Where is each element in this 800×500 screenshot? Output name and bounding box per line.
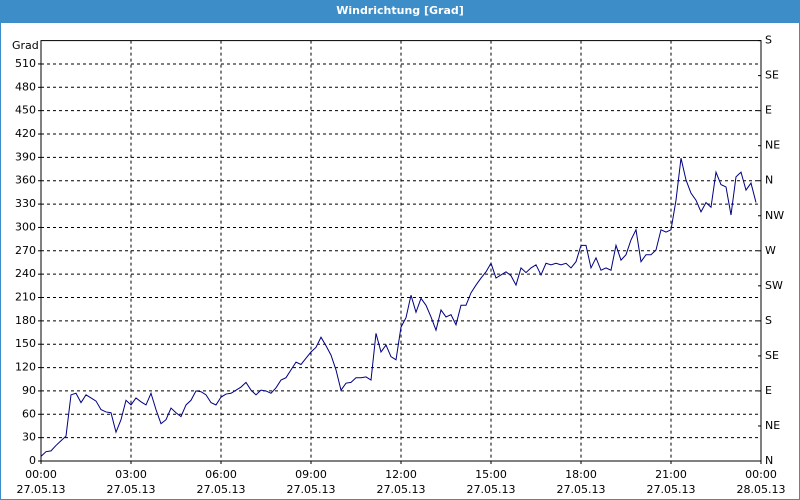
y2-tick-label: E — [765, 384, 772, 397]
y-tick-label: 30 — [22, 431, 36, 444]
x-tick-label: 00:00 — [745, 468, 777, 481]
y2-tick-label: NW — [765, 209, 784, 222]
x-tick-date: 28.05.13 — [737, 483, 786, 496]
y-tick-label: 180 — [15, 314, 36, 327]
y-tick-label: 420 — [15, 127, 36, 140]
x-tick-date: 27.05.13 — [377, 483, 426, 496]
y2-tick-label: S — [765, 314, 772, 327]
y-tick-label: 240 — [15, 267, 36, 280]
chart-title: Windrichtung [Grad] — [336, 4, 464, 17]
frame — [0, 22, 800, 500]
y-tick-label: 60 — [22, 407, 36, 420]
x-tick-label: 21:00 — [655, 468, 687, 481]
x-tick-date: 27.05.13 — [107, 483, 156, 496]
y-tick-label: 270 — [15, 244, 36, 257]
y-tick-label: 90 — [22, 384, 36, 397]
y-tick-label: 510 — [15, 57, 36, 70]
y-axis-label: Grad — [12, 39, 39, 52]
x-tick-label: 12:00 — [385, 468, 417, 481]
x-tick-date: 27.05.13 — [287, 483, 336, 496]
y-tick-label: 450 — [15, 104, 36, 117]
y-tick-label: 120 — [15, 361, 36, 374]
x-tick-label: 06:00 — [205, 468, 237, 481]
x-tick-label: 03:00 — [115, 468, 147, 481]
x-tick-date: 27.05.13 — [197, 483, 246, 496]
y-tick-label: 210 — [15, 291, 36, 304]
x-tick-label: 09:00 — [295, 468, 327, 481]
x-tick-date: 27.05.13 — [557, 483, 606, 496]
x-tick-label: 18:00 — [565, 468, 597, 481]
y-tick-label: 300 — [15, 220, 36, 233]
x-tick-label: 15:00 — [475, 468, 507, 481]
y2-tick-label: SW — [765, 279, 783, 292]
y2-tick-label: NE — [765, 139, 780, 152]
x-tick-date: 27.05.13 — [647, 483, 696, 496]
y2-tick-label: SE — [765, 69, 779, 82]
y2-tick-label: NE — [765, 419, 780, 432]
y-tick-label: 150 — [15, 337, 36, 350]
y-tick-label: 390 — [15, 150, 36, 163]
y2-tick-label: W — [765, 244, 776, 257]
x-tick-date: 27.05.13 — [467, 483, 516, 496]
y2-tick-label: S — [765, 34, 772, 47]
y2-tick-label: E — [765, 104, 772, 117]
y2-tick-label: N — [765, 454, 773, 467]
title-bar — [0, 0, 800, 22]
y2-tick-label: N — [765, 174, 773, 187]
y-tick-label: 360 — [15, 174, 36, 187]
y-tick-label: 480 — [15, 80, 36, 93]
y-tick-label: 0 — [29, 454, 36, 467]
x-tick-date: 27.05.13 — [17, 483, 66, 496]
y-tick-label: 330 — [15, 197, 36, 210]
data-line — [40, 158, 757, 457]
x-tick-label: 00:00 — [25, 468, 57, 481]
y2-tick-label: SE — [765, 349, 779, 362]
